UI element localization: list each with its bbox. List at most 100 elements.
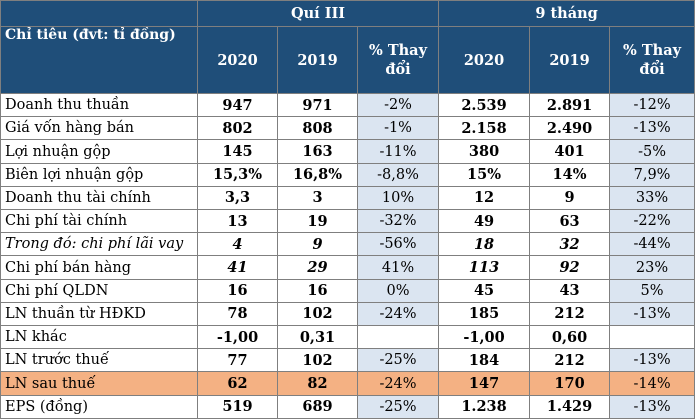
ninemonth-2019-value: 2.490 <box>529 116 611 141</box>
row-label: Chi phí bán hàng <box>0 255 198 280</box>
ninemonth-2019-value: 63 <box>529 209 611 234</box>
q3-2020-value: 16 <box>197 278 278 303</box>
ninemonth-2020-value: 147 <box>438 371 531 396</box>
ninemonth-2019-value: 14% <box>529 162 611 187</box>
ninemonth-2019-value: 212 <box>529 301 611 327</box>
header-m-2019: 2019 <box>529 26 611 94</box>
q3-2020-value: 78 <box>197 301 278 327</box>
table-row: Giá vốn hàng bán 802 808 -1% 2.158 2.490 -13% <box>0 116 695 141</box>
q3-2019-value: 0,31 <box>277 325 358 350</box>
q3-pct-change: -25% <box>356 394 440 419</box>
q3-pct-change: -1% <box>356 116 440 141</box>
q3-2020-value: 3,3 <box>197 185 278 211</box>
q3-2019-value: 82 <box>277 371 358 396</box>
ninemonth-pct-change: 23% <box>609 255 695 280</box>
q3-pct-change: -24% <box>356 371 440 396</box>
q3-2020-value: 4 <box>197 232 278 257</box>
q3-pct-change: 0% <box>356 278 440 303</box>
header-9months-group: 9 tháng <box>438 0 695 27</box>
header-q-2020: 2020 <box>197 26 278 94</box>
q3-pct-change: -2% <box>356 92 440 118</box>
ninemonth-pct-change: 5% <box>609 278 695 303</box>
ninemonth-2020-value: 2.158 <box>438 116 531 141</box>
ninemonth-pct-change: 7,9% <box>609 162 695 187</box>
row-label: Chi phí QLDN <box>0 278 198 303</box>
q3-2019-value: 808 <box>277 116 358 141</box>
header-pct-line1: % Thay <box>369 42 427 59</box>
table-row: Trong đó: chi phí lãi vay 4 9 -56% 18 32 -44% <box>0 232 695 257</box>
row-label: Chi phí tài chính <box>0 209 198 234</box>
ninemonth-2020-value: 49 <box>438 209 531 234</box>
row-label: Giá vốn hàng bán <box>0 116 198 141</box>
q3-2019-value: 163 <box>277 139 358 164</box>
ninemonth-2019-value: 32 <box>529 232 611 257</box>
header-quarter-group: Quí III <box>196 0 440 27</box>
ninemonth-2020-value: 185 <box>438 301 531 327</box>
ninemonth-2020-value: 380 <box>438 139 531 164</box>
ninemonth-2020-value: 45 <box>438 278 531 303</box>
ninemonth-2019-value: 43 <box>529 278 611 303</box>
ninemonth-2020-value: 15% <box>438 162 531 187</box>
q3-2019-value: 19 <box>277 209 358 234</box>
ninemonth-pct-change: -14% <box>609 371 695 396</box>
q3-pct-change: -8,8% <box>356 162 440 187</box>
header-pct-line2: đổi <box>639 61 665 78</box>
q3-2019-value: 689 <box>277 394 358 419</box>
row-label: Biên lợi nhuận gộp <box>0 162 198 187</box>
q3-2019-value: 102 <box>277 348 358 373</box>
table-row: Biên lợi nhuận gộp 15,3% 16,8% -8,8% 15% 14% 7… <box>0 162 695 187</box>
ninemonth-2020-value: 18 <box>438 232 531 257</box>
header-indicator-label: Chỉ tiêu (đvt: tỉ đồng) <box>0 26 198 94</box>
q3-2020-value: 77 <box>197 348 278 373</box>
q3-2019-value: 29 <box>277 255 358 280</box>
ninemonth-2020-value: -1,00 <box>438 325 531 350</box>
table-row: LN sau thuế 62 82 -24% 147 170 -14% <box>0 371 695 396</box>
q3-2020-value: 15,3% <box>197 162 278 187</box>
ninemonth-pct-change: -13% <box>609 394 695 419</box>
q3-2020-value: 62 <box>197 371 278 396</box>
header-q-pct-change: % Thay đổi <box>356 26 440 94</box>
ninemonth-2019-value: 9 <box>529 185 611 211</box>
ninemonth-pct-change: -22% <box>609 209 695 234</box>
ninemonth-2019-value: 2.891 <box>529 92 611 118</box>
table-row: Lợi nhuận gộp 145 163 -11% 380 401 -5% <box>0 139 695 164</box>
table-row: Doanh thu thuần 947 971 -2% 2.539 2.891 -12% <box>0 92 695 118</box>
row-label: EPS (đồng) <box>0 394 198 419</box>
header-pct-line2: đổi <box>385 61 411 78</box>
q3-pct-change: -56% <box>356 232 440 257</box>
ninemonth-2020-value: 12 <box>438 185 531 211</box>
q3-pct-change <box>356 325 440 350</box>
ninemonth-pct-change: -12% <box>609 92 695 118</box>
q3-2020-value: 13 <box>197 209 278 234</box>
table-row: Doanh thu tài chính 3,3 3 10% 12 9 33% <box>0 185 695 211</box>
ninemonth-pct-change: -13% <box>609 301 695 327</box>
ninemonth-pct-change: -13% <box>609 348 695 373</box>
table-row: Chi phí QLDN 16 16 0% 45 43 5% <box>0 278 695 303</box>
ninemonth-2019-value: 401 <box>529 139 611 164</box>
q3-2019-value: 9 <box>277 232 358 257</box>
q3-2020-value: -1,00 <box>197 325 278 350</box>
row-label: LN khác <box>0 325 198 350</box>
ninemonth-2019-value: 1.429 <box>529 394 611 419</box>
table-row: Chi phí bán hàng 41 29 41% 113 92 23% <box>0 255 695 280</box>
q3-pct-change: -11% <box>356 139 440 164</box>
row-label: LN thuần từ HĐKD <box>0 301 198 327</box>
ninemonth-2020-value: 113 <box>438 255 531 280</box>
ninemonth-pct-change: -5% <box>609 139 695 164</box>
q3-2019-value: 102 <box>277 301 358 327</box>
ninemonth-2019-value: 0,60 <box>529 325 611 350</box>
ninemonth-pct-change: -44% <box>609 232 695 257</box>
table-row: LN trước thuế 77 102 -25% 184 212 -13% <box>0 348 695 373</box>
header-m-2020: 2020 <box>438 26 531 94</box>
ninemonth-pct-change <box>609 325 695 350</box>
q3-pct-change: -24% <box>356 301 440 327</box>
row-label: Doanh thu thuần <box>0 92 198 118</box>
q3-2019-value: 3 <box>277 185 358 211</box>
q3-2020-value: 802 <box>197 116 278 141</box>
ninemonth-pct-change: -13% <box>609 116 695 141</box>
q3-pct-change: 10% <box>356 185 440 211</box>
q3-2020-value: 145 <box>197 139 278 164</box>
header-m-pct-change: % Thay đổi <box>609 26 695 94</box>
table-row: LN khác -1,00 0,31 -1,00 0,60 <box>0 325 695 350</box>
